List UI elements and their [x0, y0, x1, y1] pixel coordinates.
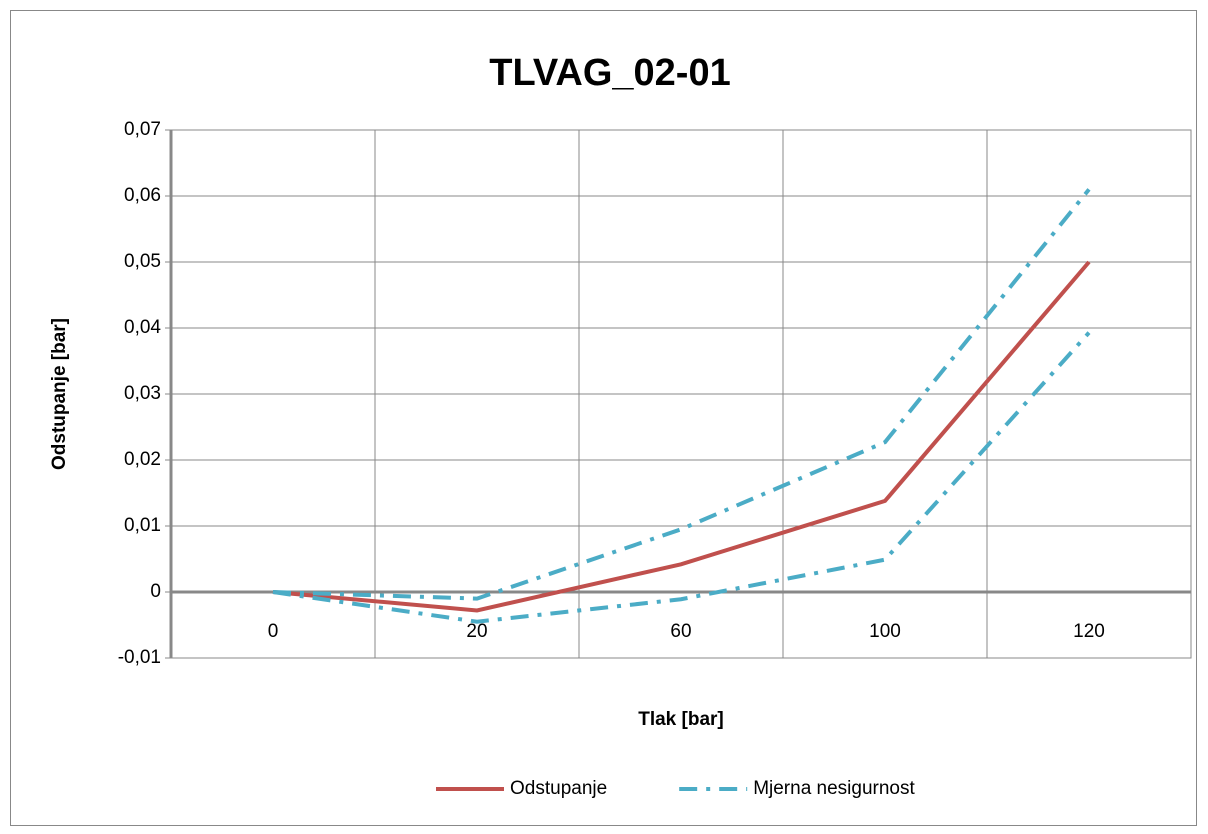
x-tick-label: 60	[670, 621, 691, 642]
series-line	[272, 260, 1091, 613]
x-tick-label: 20	[466, 621, 487, 642]
series-line	[272, 331, 1091, 624]
y-tick-label: 0,06	[124, 185, 161, 206]
y-axis-label: Odstupanje [bar]	[49, 318, 70, 470]
legend-label: Mjerna nesigurnost	[753, 778, 915, 799]
legend-label: Odstupanje	[510, 778, 607, 799]
chart-title: TLVAG_02-01	[489, 52, 730, 94]
series-line	[272, 188, 1091, 601]
y-tick-label: 0,01	[124, 515, 161, 536]
y-tick-label: 0	[150, 581, 161, 602]
y-tick-label: 0,03	[124, 383, 161, 404]
y-tick-label: 0,05	[124, 251, 161, 272]
x-axis-label: Tlak [bar]	[638, 709, 724, 730]
y-tick-label: 0,07	[124, 119, 161, 140]
x-tick-label: 120	[1073, 621, 1105, 642]
y-tick-label: -0,01	[118, 647, 161, 668]
y-tick-label: 0,04	[124, 317, 161, 338]
y-tick-label: 0,02	[124, 449, 161, 470]
x-tick-label: 100	[869, 621, 901, 642]
x-tick-label: 0	[268, 621, 279, 642]
